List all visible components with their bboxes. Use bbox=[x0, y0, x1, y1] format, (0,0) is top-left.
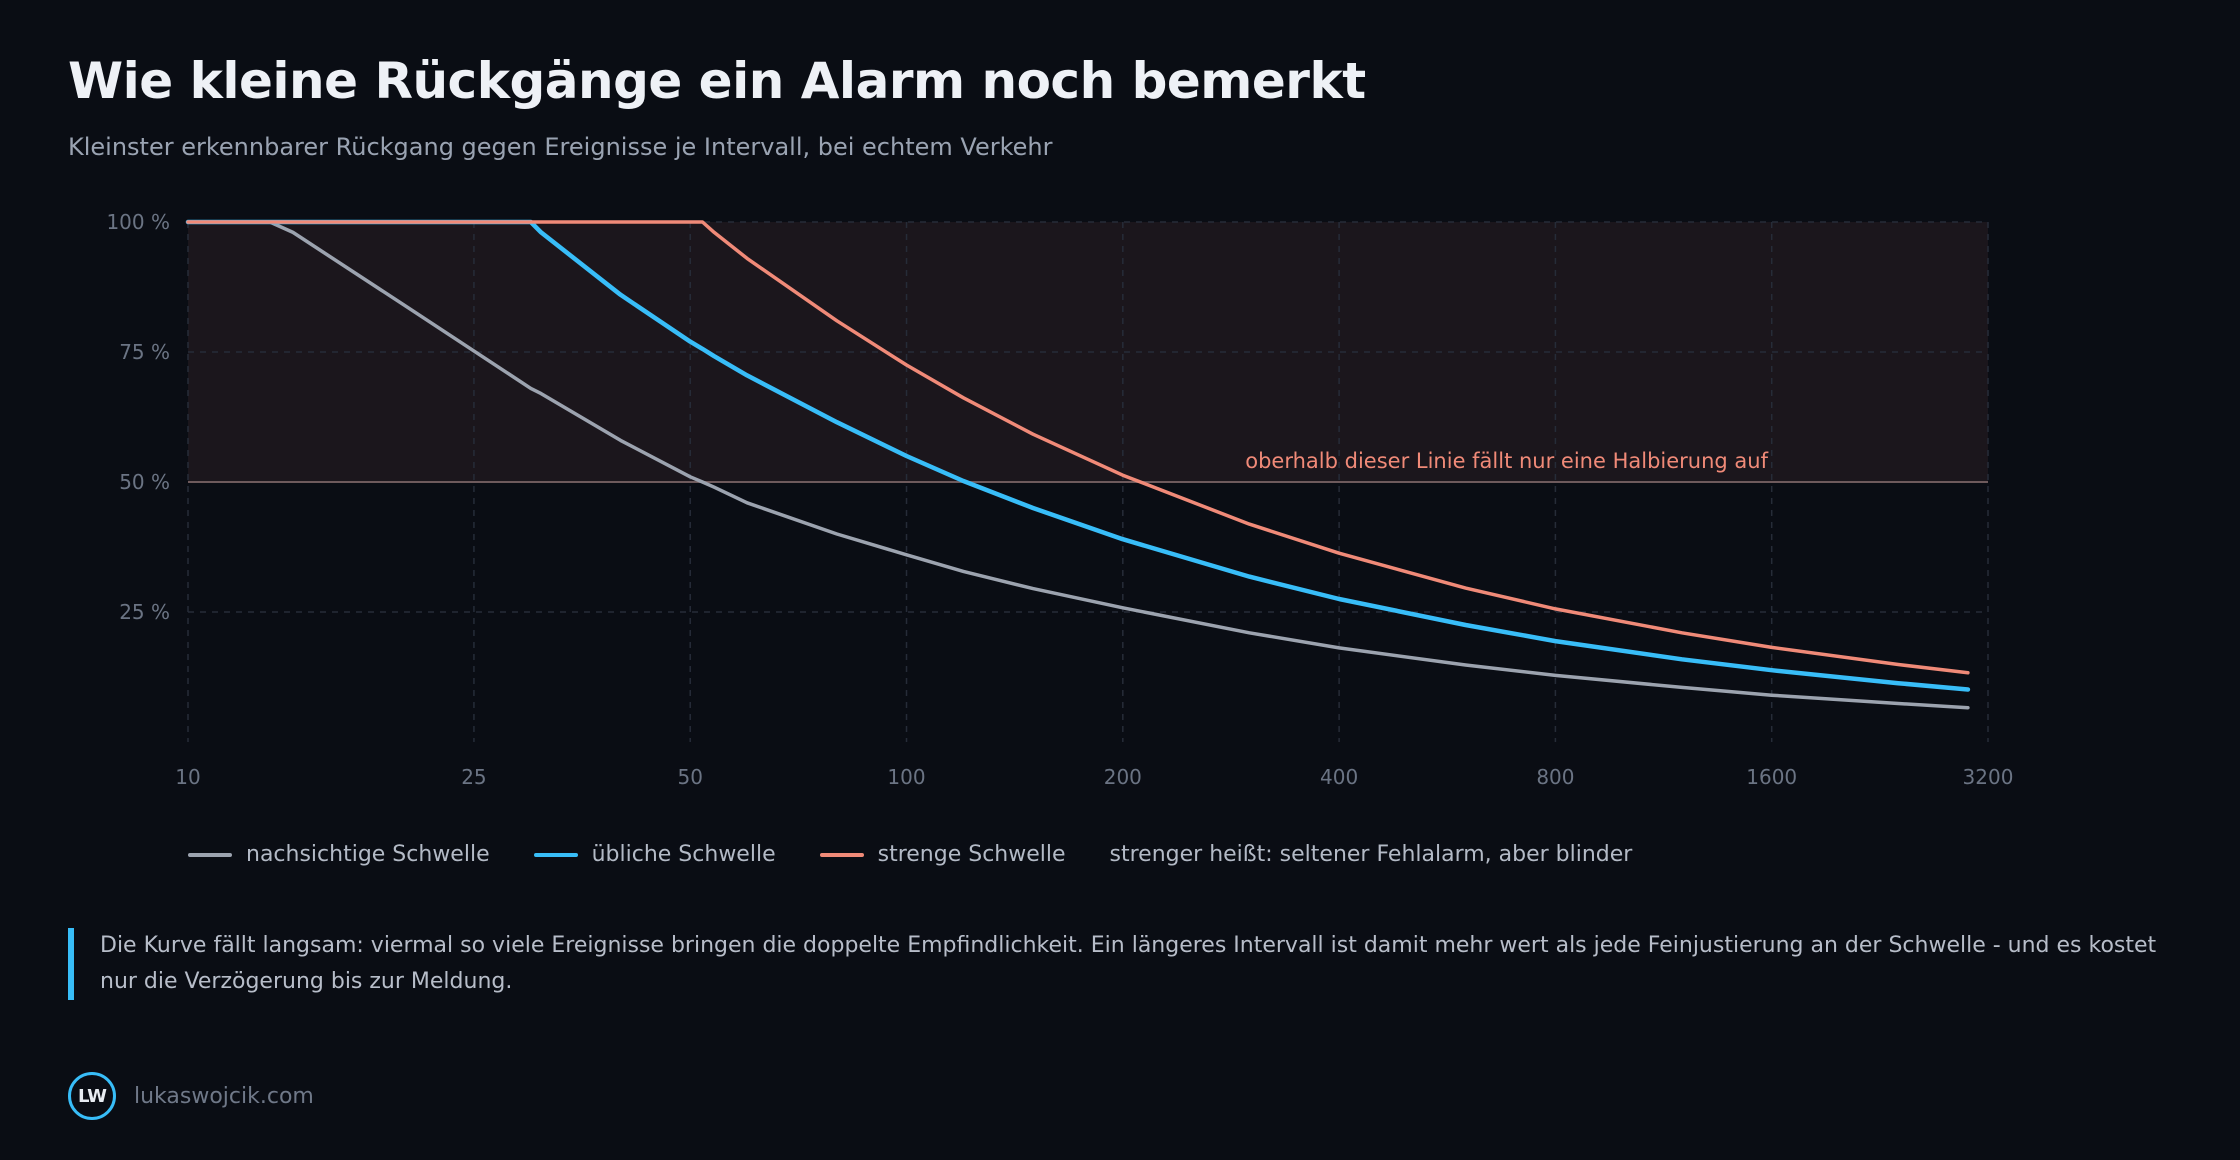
x-tick-label: 100 bbox=[887, 765, 925, 789]
legend-label: übliche Schwelle bbox=[591, 842, 776, 867]
chart-title: Wie kleine Rückgänge ein Alarm noch beme… bbox=[68, 52, 1366, 110]
x-tick-label: 50 bbox=[677, 765, 702, 789]
legend-note: strenger heißt: seltener Fehlalarm, aber… bbox=[1109, 842, 1633, 867]
legend-swatch bbox=[188, 852, 232, 857]
x-tick-label: 800 bbox=[1536, 765, 1574, 789]
legend-item-streng: strenge Schwelle bbox=[819, 842, 1066, 867]
logo: LW bbox=[68, 1072, 116, 1120]
footer: LW lukaswojcik.com bbox=[68, 1072, 314, 1120]
x-tick-label: 10 bbox=[175, 765, 200, 789]
axis-labels: 10 25 50 100 200 400 800 1600 3200 25 % 50 % 75 % 10… bbox=[106, 210, 2013, 789]
chart-subtitle: Kleinster erkennbarer Rückgang gegen Ere… bbox=[68, 133, 1053, 161]
site-link[interactable]: lukaswojcik.com bbox=[134, 1083, 314, 1109]
legend-item-nachsichtig: nachsichtige Schwelle bbox=[188, 842, 490, 867]
x-tick-label: 1600 bbox=[1746, 765, 1797, 789]
x-tick-label: 3200 bbox=[1963, 765, 2014, 789]
x-tick-label: 200 bbox=[1104, 765, 1142, 789]
x-tick-label: 400 bbox=[1320, 765, 1358, 789]
series-lines bbox=[185, 219, 1971, 710]
legend-label: nachsichtige Schwelle bbox=[246, 842, 490, 867]
threshold-label: oberhalb dieser Linie fällt nur eine Hal… bbox=[1245, 449, 1768, 473]
legend: nachsichtige Schwelle übliche Schwelle s… bbox=[188, 842, 1632, 867]
legend-item-ueblich: übliche Schwelle bbox=[533, 842, 776, 867]
y-tick-label: 75 % bbox=[119, 340, 170, 364]
x-tick-label: 25 bbox=[461, 765, 486, 789]
y-tick-label: 50 % bbox=[119, 470, 170, 494]
y-tick-label: 25 % bbox=[119, 600, 170, 624]
legend-swatch bbox=[819, 852, 864, 857]
takeaway-note: Die Kurve fällt langsam: viermal so viel… bbox=[68, 928, 2180, 1000]
series-line-1 bbox=[186, 220, 1970, 710]
legend-label: strenge Schwelle bbox=[877, 842, 1066, 867]
line-chart: 10 25 50 100 200 400 800 1600 3200 25 % 50 % 75 % 10… bbox=[106, 210, 2013, 789]
y-tick-label: 100 % bbox=[106, 210, 170, 234]
legend-swatch bbox=[533, 852, 578, 857]
series-line-3 bbox=[186, 220, 1970, 675]
